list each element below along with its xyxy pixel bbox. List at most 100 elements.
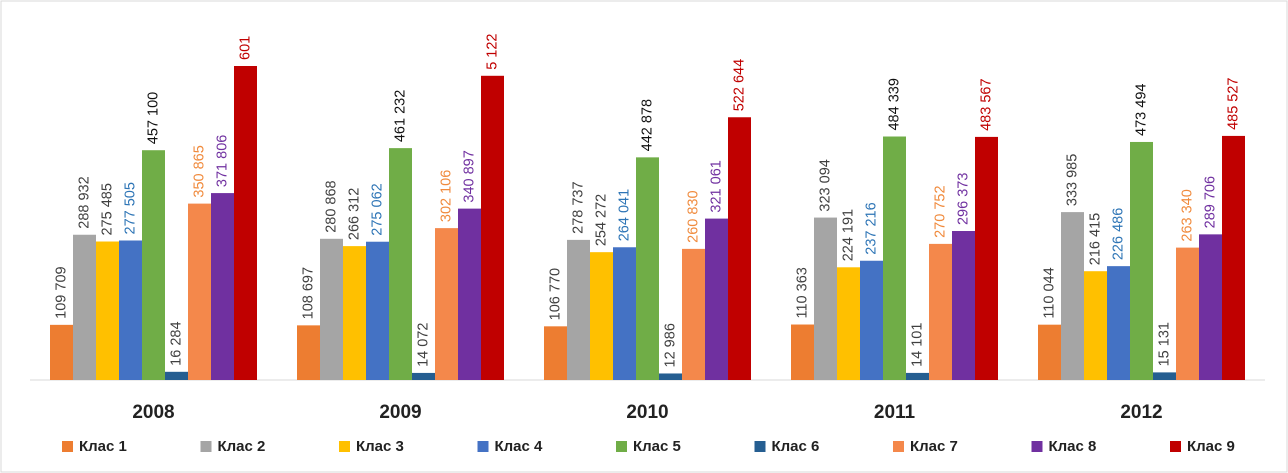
bar: [211, 193, 234, 380]
bar: [906, 372, 929, 380]
data-label: 288 932: [76, 176, 92, 228]
bar: [705, 218, 728, 380]
bar: [412, 372, 435, 380]
bar: [366, 241, 389, 380]
x-tick-label: 2010: [626, 402, 668, 423]
data-label: 275 485: [99, 183, 115, 235]
data-label: 109 709: [53, 266, 69, 318]
bar: [234, 66, 257, 380]
data-label: 457 100: [145, 92, 161, 144]
bar: [1222, 135, 1245, 380]
data-label: 12 986: [662, 323, 678, 367]
bar: [73, 234, 96, 380]
legend-label: Клас 5: [633, 438, 681, 455]
legend-swatch: [1031, 441, 1043, 452]
bar: [791, 324, 814, 380]
data-label: 473 494: [1133, 84, 1149, 136]
data-label: 224 191: [840, 209, 856, 261]
data-label: 275 062: [369, 183, 385, 235]
bar: [567, 239, 590, 380]
data-label: 5 122: [484, 33, 500, 69]
legend-label: Клас 6: [772, 438, 820, 455]
data-label: 442 878: [639, 99, 655, 151]
data-label: 522 644: [731, 59, 747, 111]
x-tick-label: 2009: [379, 402, 421, 423]
legend-label: Клас 8: [1049, 438, 1097, 455]
bar: [883, 136, 906, 380]
data-label: 323 094: [817, 159, 833, 211]
bar: [96, 241, 119, 380]
bar: [1130, 141, 1153, 380]
x-tick-label: 2012: [1120, 402, 1162, 423]
legend-swatch: [616, 441, 627, 452]
legend-swatch: [754, 441, 766, 452]
bar: [659, 373, 682, 380]
legend-swatch: [200, 441, 212, 452]
data-label: 280 868: [323, 180, 339, 232]
data-label: 263 340: [1179, 189, 1195, 241]
data-label: 483 567: [978, 78, 994, 130]
bar: [728, 117, 751, 380]
data-label: 254 272: [593, 194, 609, 246]
bar: [1061, 212, 1084, 380]
bar: [975, 136, 998, 380]
legend-swatch: [893, 441, 904, 452]
bar: [165, 371, 188, 380]
x-tick-label: 2011: [874, 402, 916, 423]
bar: [458, 208, 481, 380]
data-label: 110 044: [1041, 267, 1057, 318]
bar: [297, 325, 320, 380]
data-label: 371 806: [214, 135, 230, 187]
bar: [50, 324, 73, 380]
bar: [682, 248, 705, 380]
bar: [1084, 271, 1107, 380]
bar: [481, 75, 504, 380]
legend-label: Клас 9: [1187, 438, 1235, 455]
bar: [590, 252, 613, 380]
data-label: 108 697: [300, 267, 316, 319]
legend-swatch: [1170, 441, 1181, 452]
legend-label: Клас 3: [356, 438, 404, 455]
data-label: 278 737: [570, 181, 586, 233]
legend-swatch: [477, 441, 489, 452]
data-label: 340 897: [461, 150, 477, 202]
data-label: 216 415: [1087, 213, 1103, 265]
bar: [1176, 247, 1199, 380]
bar: [188, 203, 211, 380]
data-label: 350 865: [191, 145, 207, 197]
x-tick-label: 2008: [132, 402, 174, 423]
bar: [636, 157, 659, 380]
bar: [119, 240, 142, 380]
data-label: 14 072: [415, 323, 431, 367]
bar: [613, 247, 636, 380]
data-label: 461 232: [392, 90, 408, 142]
bar: [929, 243, 952, 380]
data-label: 333 985: [1064, 154, 1080, 206]
bar: [343, 246, 366, 380]
data-label: 485 527: [1225, 77, 1241, 129]
data-label: 277 505: [122, 182, 138, 234]
data-label: 110 363: [794, 267, 810, 318]
bar: [389, 148, 412, 380]
bar: [142, 150, 165, 380]
bar: [814, 217, 837, 380]
bar: [1153, 372, 1176, 380]
legend-swatch: [339, 441, 350, 452]
data-label: 302 106: [438, 170, 454, 222]
legend-swatch: [62, 441, 73, 452]
data-label: 237 216: [863, 202, 879, 254]
data-label: 296 373: [955, 173, 971, 225]
data-label: 270 752: [932, 185, 948, 237]
data-label: 15 131: [1156, 322, 1172, 366]
data-label: 264 041: [616, 189, 632, 241]
data-label: 266 312: [346, 188, 362, 240]
bar: [952, 231, 975, 380]
bar: [860, 260, 883, 380]
data-label: 260 830: [685, 190, 701, 242]
data-label: 226 486: [1110, 208, 1126, 260]
data-label: 106 770: [547, 268, 563, 320]
legend-label: Клас 2: [218, 438, 266, 455]
bar: [320, 238, 343, 380]
data-label: 289 706: [1202, 176, 1218, 228]
